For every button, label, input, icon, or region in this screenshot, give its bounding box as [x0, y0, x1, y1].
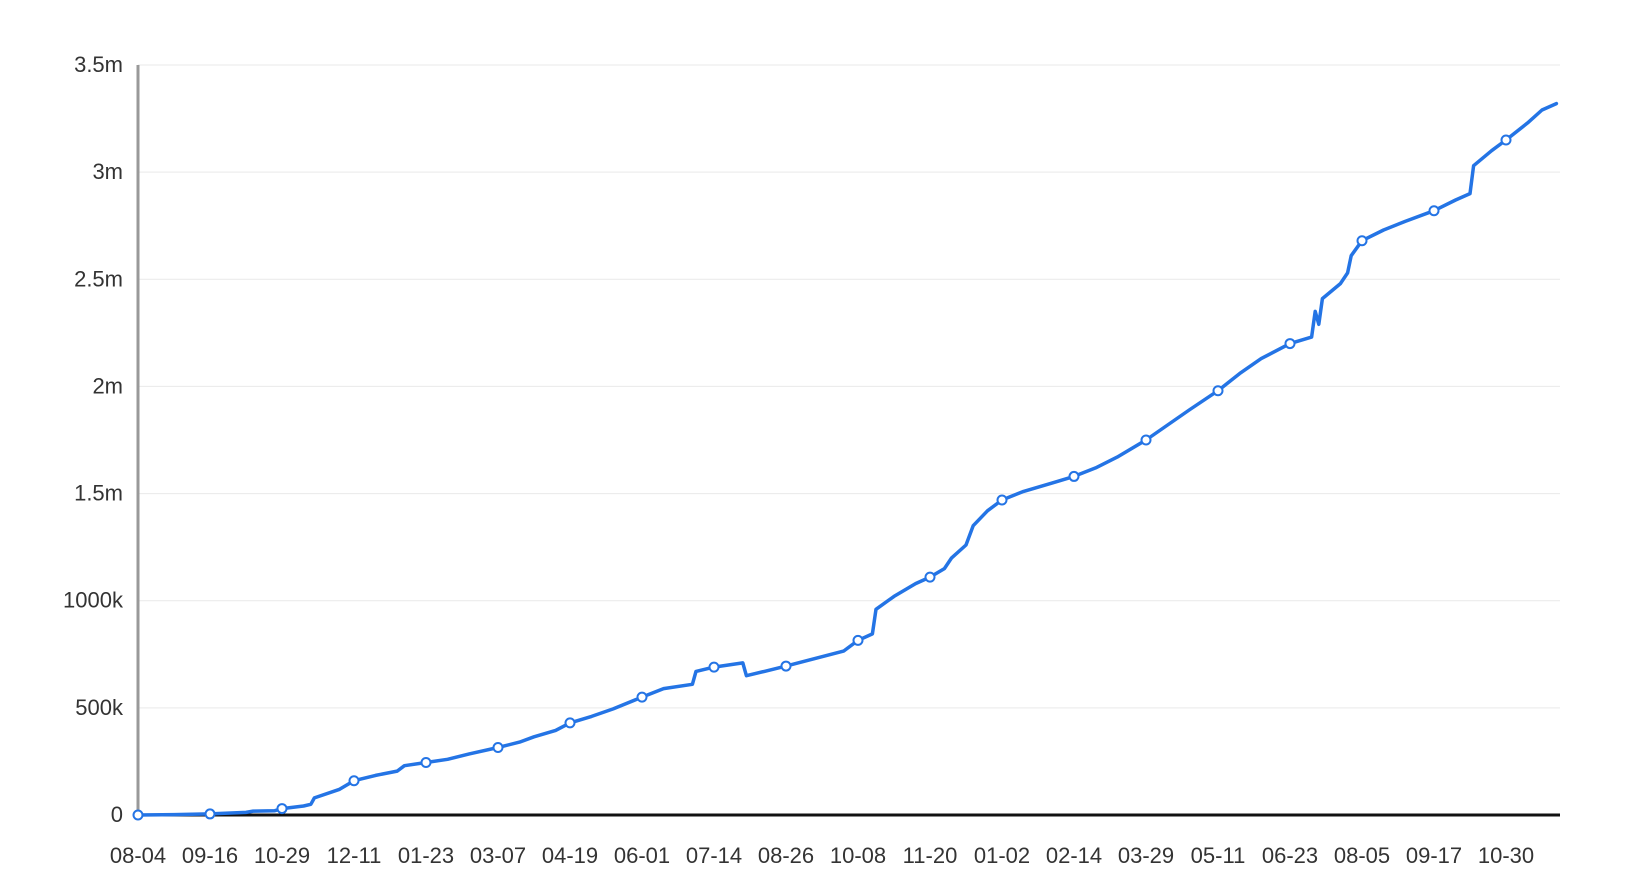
x-tick-label: 02-14	[1046, 843, 1102, 868]
x-tick-label: 04-19	[542, 843, 598, 868]
x-tick-label: 11-20	[903, 843, 958, 868]
x-tick-label: 08-04	[110, 843, 166, 868]
x-tick-label: 09-16	[182, 843, 238, 868]
x-tick-label: 05-11	[1191, 843, 1246, 868]
data-point-marker	[132, 809, 144, 821]
series-line-0	[136, 101, 1559, 817]
data-point-marker	[996, 494, 1008, 506]
y-tick-label: 1.5m	[74, 481, 123, 506]
data-point-marker	[204, 808, 216, 820]
gridlines	[138, 64, 1560, 709]
y-tick-label: 500k	[75, 695, 124, 720]
data-point-marker	[708, 661, 720, 673]
axes	[136, 65, 1560, 817]
data-point-marker	[924, 571, 936, 583]
data-point-marker	[1140, 434, 1152, 446]
x-tick-labels: 08-04 09-16 10-29 12-11 01-23 03-07 04-19 06-01…	[110, 843, 1534, 868]
x-tick-label: 07-14	[686, 843, 742, 868]
y-tick-label: 1000k	[63, 588, 124, 613]
x-tick-label: 10-30	[1478, 843, 1534, 868]
series-layer	[136, 101, 1559, 817]
x-tick-label: 01-23	[398, 843, 454, 868]
x-tick-label: 03-07	[470, 843, 526, 868]
x-tick-label: 01-02	[974, 843, 1030, 868]
data-point-marker	[564, 717, 576, 729]
data-point-marker	[276, 803, 288, 815]
y-tick-label: 3m	[92, 159, 123, 184]
data-point-marker	[780, 660, 792, 672]
data-point-marker	[492, 742, 504, 753]
x-tick-label: 08-05	[1334, 843, 1390, 868]
data-point-marker	[348, 775, 360, 787]
data-point-marker	[1212, 385, 1224, 397]
x-tick-label: 12-11	[327, 843, 382, 868]
y-tick-label: 2.5m	[74, 266, 123, 291]
point-markers	[132, 134, 1512, 821]
data-point-marker	[1500, 134, 1512, 146]
data-point-marker	[1428, 205, 1440, 217]
x-tick-label: 10-29	[254, 843, 310, 868]
data-point-marker	[636, 691, 648, 703]
x-tick-label: 10-08	[830, 843, 886, 868]
x-tick-label: 09-17	[1406, 843, 1462, 868]
y-tick-labels: 0 500k 1000k 1.5m 2m 2.5m 3m 3.5m	[63, 52, 124, 827]
data-point-marker	[420, 757, 432, 768]
x-tick-label: 08-26	[758, 843, 814, 868]
y-tick-label: 0	[111, 802, 123, 827]
x-tick-label: 03-29	[1118, 843, 1174, 868]
y-tick-label: 2m	[92, 373, 123, 398]
x-tick-label: 06-01	[614, 843, 670, 868]
data-point-marker	[1356, 235, 1368, 247]
data-point-marker	[1068, 470, 1080, 482]
data-point-marker	[852, 634, 864, 646]
y-tick-label: 3.5m	[74, 52, 123, 77]
x-tick-label: 06-23	[1262, 843, 1318, 868]
data-point-marker	[1284, 338, 1296, 350]
